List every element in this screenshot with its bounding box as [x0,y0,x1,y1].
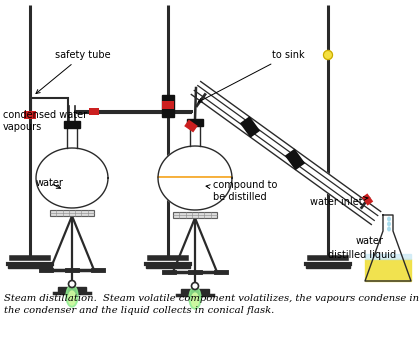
Circle shape [68,281,76,288]
Bar [306,264,350,268]
Bar [190,124,200,146]
Text: safety tube: safety tube [36,50,110,94]
Bar [173,212,217,218]
Bar [240,116,260,138]
Polygon shape [365,231,411,281]
Bar [58,287,86,293]
Bar [146,264,190,268]
Ellipse shape [388,227,390,231]
Polygon shape [158,177,232,178]
Text: Steam distillation.  Steam volatile component volatilizes, the vapours condense : Steam distillation. Steam volatile compo… [4,294,419,303]
Bar [89,107,99,115]
Circle shape [192,283,199,290]
Polygon shape [365,259,411,281]
Bar [67,126,77,148]
Ellipse shape [189,287,201,309]
Text: water: water [356,236,384,246]
Text: to sink: to sink [198,50,304,102]
Text: compound to
be distilled: compound to be distilled [206,180,277,202]
Bar [285,149,305,170]
Ellipse shape [388,222,390,226]
Polygon shape [36,148,108,208]
Polygon shape [365,254,411,259]
Bar [383,215,393,231]
Bar [24,111,36,119]
Ellipse shape [68,291,76,305]
Ellipse shape [192,293,199,307]
Text: the condenser and the liquid collects in conical flask.: the condenser and the liquid collects in… [4,306,274,315]
Text: distilled liquid: distilled liquid [328,250,396,260]
Circle shape [323,50,333,59]
Bar [162,101,174,109]
Bar [50,210,94,216]
Text: condensed water
vapours: condensed water vapours [3,111,87,132]
Text: water: water [36,178,64,188]
Ellipse shape [388,217,390,221]
Bar [362,193,373,206]
Bar [187,119,203,126]
Bar [64,121,80,128]
Bar [181,289,209,295]
Bar [8,264,52,268]
Bar [184,120,198,132]
Text: water inlet: water inlet [310,197,368,207]
Polygon shape [158,146,232,210]
Bar [162,95,174,117]
Ellipse shape [66,285,78,307]
Polygon shape [192,81,381,224]
